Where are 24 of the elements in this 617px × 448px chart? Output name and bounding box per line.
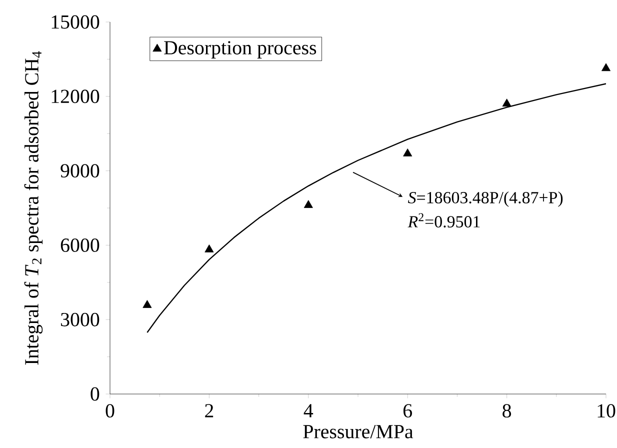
- annotation: S=18603.48P/(4.87+P): [408, 191, 563, 207]
- y-tick-label: 3000: [61, 312, 100, 326]
- x-tick-label: 8: [502, 404, 512, 418]
- y-tick-label: 15000: [52, 15, 100, 29]
- x-tick-label: 6: [403, 404, 412, 418]
- y-tick-label: 12000: [52, 90, 100, 104]
- point: [304, 200, 313, 208]
- x-tick-label: 0: [106, 404, 114, 418]
- y-axis-title: Integral of T$_{2}$ spectra for adsorbed CH$_{4}$: [24, 51, 43, 365]
- point: [403, 148, 412, 156]
- line-series: [146, 83, 606, 334]
- annotation: R$^{2}$=0.9501: [408, 213, 480, 228]
- x-tick-label: 4: [304, 404, 314, 418]
- y-tick-label: 9000: [60, 164, 100, 178]
- x-tick-label: 2: [205, 404, 214, 418]
- y-tick-label: 0: [90, 387, 100, 401]
- point: [601, 63, 611, 72]
- y-tick-label: 6000: [60, 238, 100, 252]
- point: [142, 300, 152, 308]
- x-axis-title: Pressure/MPa: [303, 425, 414, 438]
- x-tick-label: 10: [598, 404, 616, 418]
- legend-label: Desorption process: [164, 41, 316, 58]
- point: [502, 98, 512, 107]
- point: [204, 244, 214, 252]
